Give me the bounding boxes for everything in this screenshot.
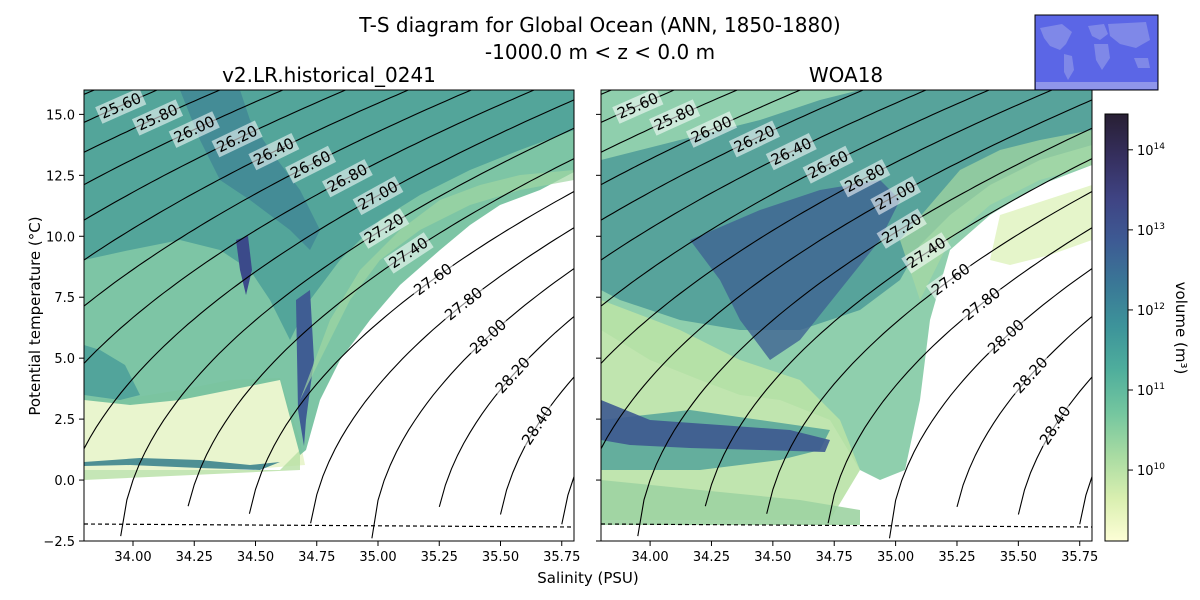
right-contour-label-bg [765, 132, 817, 171]
colorbar-tick-label: 1010 [1137, 462, 1165, 479]
left-contour-label-bg [211, 120, 263, 158]
left-freezing-line [83, 523, 575, 528]
right-contour-label-bg [802, 145, 854, 184]
left-y-tick-label: 7.5 [54, 291, 75, 306]
left-isopycnal-27-80 [310, 227, 574, 524]
left-contour-label-bg [489, 351, 536, 400]
right-x-tick-label: 34.75 [816, 550, 853, 565]
left-x-tick-label: 35.00 [359, 550, 396, 565]
left-contour-label-bg [439, 281, 489, 326]
left-contour-label-bg [248, 132, 300, 171]
right-contour-label-bg [685, 111, 738, 148]
colorbar-label: volume (m³) [1172, 282, 1190, 375]
right-volume-heatmap [601, 90, 1092, 525]
right-contour-label-bg [1007, 351, 1054, 400]
right-x-tick-label: 35.75 [1061, 550, 1098, 565]
left-axes-frame [83, 89, 575, 542]
right-x-tick-label: 34.00 [631, 550, 668, 565]
colorbar-tick-label: 1012 [1137, 302, 1165, 319]
left-y-tick-label: −2.5 [43, 535, 75, 550]
left-x-tick-label: 34.25 [176, 550, 213, 565]
right-x-tick-label: 35.50 [1000, 550, 1037, 565]
left-contour-label-bg [168, 111, 220, 148]
left-y-tick-label: 2.5 [54, 413, 75, 428]
left-y-tick-label: 10.0 [46, 230, 75, 245]
right-contour-label-bg [1034, 400, 1076, 451]
left-x-tick-label: 35.50 [482, 550, 519, 565]
figure-title-line1: T-S diagram for Global Ocean (ANN, 1850-… [358, 13, 840, 37]
colorbar-tick-label: 1011 [1137, 382, 1165, 399]
right-x-tick-label: 34.50 [754, 550, 791, 565]
colorbar-tick-label: 1014 [1137, 142, 1165, 159]
left-contour-label-bg [358, 208, 410, 249]
y-axis-label: Potential temperature (°C) [26, 216, 44, 415]
right-contour-label-bg [957, 281, 1006, 326]
left-contour-label-bg [321, 159, 373, 198]
left-isopycnal-28-60 [561, 476, 574, 525]
left-panel-title: v2.LR.historical_0241 [222, 63, 436, 87]
left-y-tick-label: 0.0 [54, 474, 75, 489]
right-y-ticks [596, 113, 601, 542]
left-contour-label-bg [464, 313, 513, 360]
right-x-tick-label: 35.00 [877, 550, 914, 565]
left-contour-label-bg [131, 99, 184, 136]
right-contour-label-bg [649, 99, 701, 136]
right-isopycnal-27-20 [637, 127, 1092, 537]
left-x-tick-label: 34.75 [298, 550, 335, 565]
right-contour-label-bg [870, 176, 921, 216]
right-contour-label-bg [728, 120, 780, 158]
left-contour-label-bg [95, 90, 147, 124]
global-map-icon [1034, 14, 1159, 91]
left-x-tick-label: 35.75 [543, 550, 580, 565]
left-contour-label-bg [516, 400, 558, 451]
left-x-ticks: 34.00 34.25 34.50 34.75 35.00 35.25 35.50 35.75 [114, 541, 580, 565]
x-axis-label: Salinity (PSU) [537, 569, 639, 587]
left-y-tick-label: 12.5 [46, 169, 75, 184]
right-x-tick-label: 35.25 [938, 550, 975, 565]
left-isopycnal-27-00 [84, 99, 574, 449]
right-isopycnal-28-60 [1079, 476, 1092, 525]
right-contour-label-bg [982, 313, 1030, 360]
left-y-tick-label: 15.0 [46, 108, 75, 123]
left-isopycnal-27-40 [187, 158, 574, 507]
right-axes-frame [600, 89, 1093, 542]
figure-title-line2: -1000.0 m < z < 0.0 m [485, 40, 715, 64]
left-x-tick-label: 35.25 [421, 550, 458, 565]
right-panel-title: WOA18 [809, 63, 883, 87]
right-x-ticks: 34.00 34.25 34.50 34.75 35.00 35.25 35.50 35.75 [631, 541, 1098, 565]
left-contour-label-bg [352, 176, 404, 216]
left-contour-label-bg [285, 145, 337, 184]
right-contour-label-bg [876, 208, 927, 249]
left-contour-label-bg [408, 258, 458, 301]
right-contour-label-bg [612, 90, 664, 124]
left-x-tick-label: 34.50 [237, 550, 274, 565]
left-volume-heatmap [84, 90, 574, 480]
left-y-tick-label: 5.0 [54, 352, 75, 367]
right-isopycnal-27-80 [827, 227, 1092, 524]
left-isopycnal-27-20 [120, 127, 574, 537]
right-contour-label-bg [926, 258, 976, 301]
left-contour-label-bg [383, 232, 434, 274]
left-x-tick-label: 34.00 [114, 550, 151, 565]
right-isopycnal-27-40 [704, 158, 1092, 507]
right-contour-label-bg [839, 159, 891, 198]
colorbar [1104, 113, 1129, 542]
right-freezing-line [600, 523, 1093, 528]
left-y-ticks: −2.5 0.0 2.5 5.0 7.5 10.0 12.5 15.0 [43, 108, 84, 550]
left-isopycnal-27-60 [248, 191, 574, 514]
right-contour-label-bg [901, 232, 952, 274]
right-isopycnal-27-00 [601, 99, 1092, 449]
right-isopycnal-27-60 [766, 191, 1092, 514]
right-x-tick-label: 34.25 [693, 550, 730, 565]
colorbar-ticks: 1010 1011 1012 1013 1014 [1128, 142, 1165, 479]
colorbar-tick-label: 1013 [1137, 222, 1165, 239]
